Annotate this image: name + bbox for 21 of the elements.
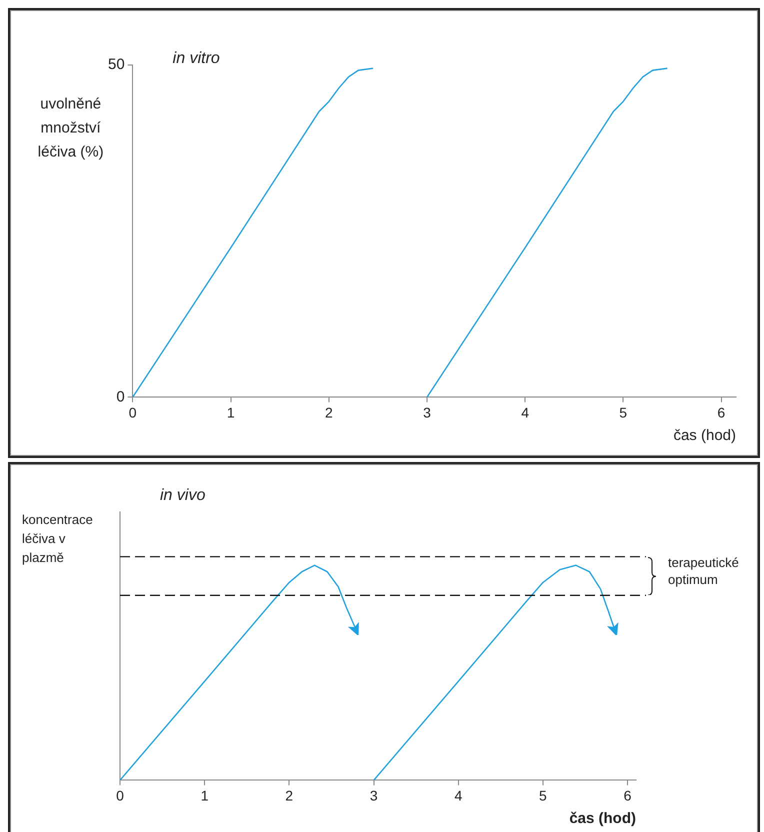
x-axis-title: čas (hod) [569, 810, 636, 828]
x-tick-label: 2 [285, 787, 294, 804]
y-axis-title: koncentrace léčiva v plazmě [22, 512, 93, 566]
x-axis-title: čas (hod) [673, 427, 736, 444]
x-tick-label: 4 [454, 787, 462, 804]
chart-title: in vivo [160, 487, 206, 504]
x-tick-label: 5 [539, 787, 548, 804]
x-tick-label: 2 [324, 404, 333, 420]
text: terapeutické optimum [668, 555, 739, 588]
x-tick-label: 1 [226, 404, 235, 420]
x-tick-label: 3 [423, 404, 432, 420]
y-tick-label: 50 [108, 56, 125, 74]
x-tick-label: 0 [128, 404, 137, 420]
x-tick-label: 6 [717, 404, 726, 420]
x-tick-label: 5 [619, 404, 628, 420]
y-axis-title: uvolněné množství léčiva (%) [38, 96, 104, 161]
chart-title: in vitro [172, 50, 220, 67]
x-tick-label: 1 [200, 787, 209, 804]
x-tick-label: 3 [370, 787, 378, 804]
x-tick-label: 6 [624, 787, 632, 804]
x-tick-label: 4 [521, 404, 530, 420]
